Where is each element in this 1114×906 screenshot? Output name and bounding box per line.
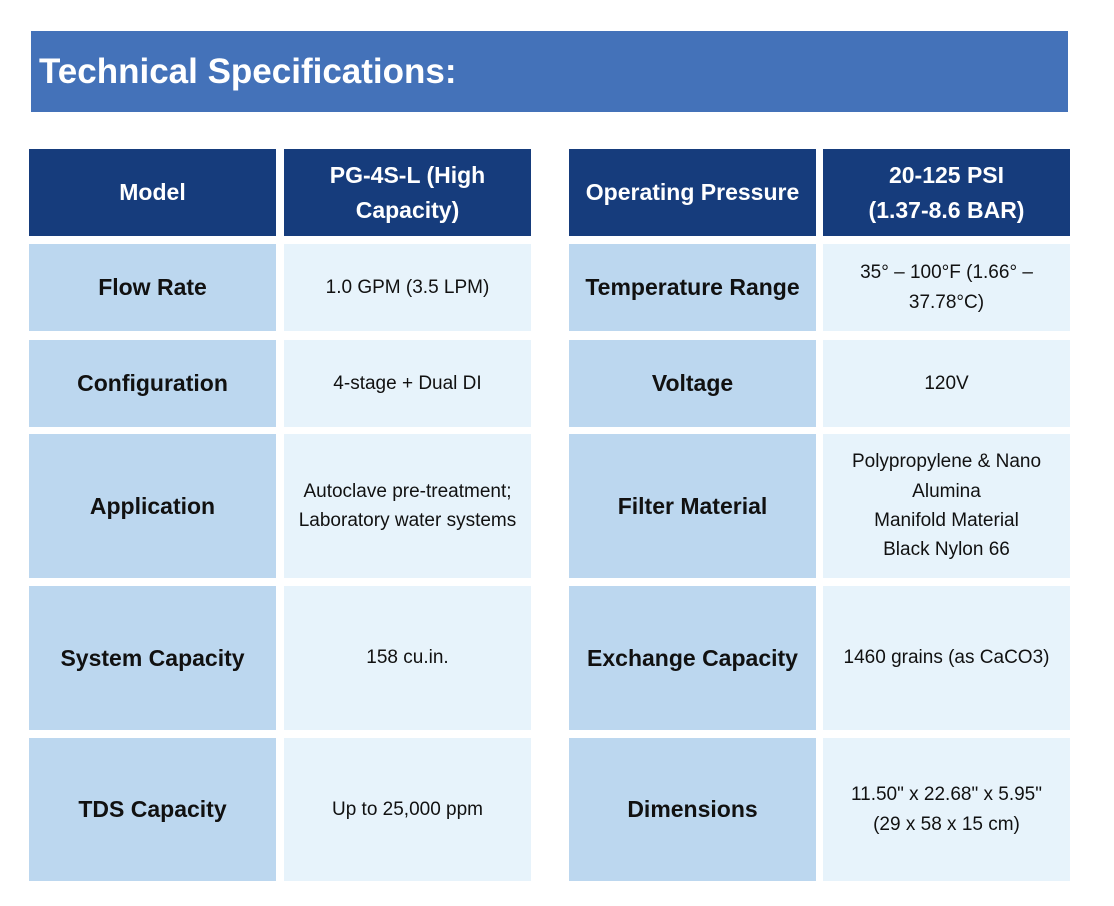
label-cell: Application (29, 434, 276, 578)
header-cell: Operating Pressure (569, 149, 816, 236)
value-cell: Autoclave pre-treatment; Laboratory wate… (284, 434, 531, 578)
cell-text: Black Nylon 66 (883, 539, 1010, 561)
label-cell: System Capacity (29, 586, 276, 730)
label-cell: Voltage (569, 340, 816, 427)
cell-text: 120V (924, 372, 969, 394)
value-cell: 4-stage + Dual DI (284, 340, 531, 427)
value-cell: 11.50" x 22.68" x 5.95" (29 x 58 x 15 cm) (823, 738, 1070, 881)
cell-text: Dimensions (627, 796, 758, 822)
cell-text: TDS Capacity (78, 796, 227, 822)
cell-text: (1.37-8.6 BAR) (868, 196, 1025, 223)
cell-text: 11.50" x 22.68" x 5.95" (850, 784, 1042, 806)
cell-text: System Capacity (60, 644, 245, 671)
cell-text: 158 cu.in. (366, 647, 449, 669)
cell-text: Flow Rate (98, 274, 207, 300)
label-cell: Flow Rate (29, 244, 276, 331)
cell-text: Up to 25,000 ppm (331, 798, 484, 820)
cell-text: Application (89, 492, 216, 519)
cell-text: Operating Pressure (585, 179, 800, 206)
cell-text: Configuration (77, 370, 228, 396)
cell-text: Temperature Range (585, 274, 800, 300)
cell-text: Manifold Material (874, 510, 1019, 531)
value-cell: Up to 25,000 ppm (284, 738, 531, 881)
cell-text: (29 x 58 x 15 cm) (873, 813, 1020, 835)
header-cell: PG-4S-L (High Capacity) (284, 149, 531, 236)
label-cell: TDS Capacity (29, 738, 276, 881)
cell-text: Filter Material (617, 492, 768, 519)
cell-text: Polypropylene & Nano Alumina (851, 451, 1042, 502)
header-cell: 20-125 PSI (1.37-8.6 BAR) (823, 149, 1070, 236)
label-cell: Filter Material (569, 434, 816, 578)
label-cell: Temperature Range (569, 244, 816, 331)
cell-text: Model (119, 179, 186, 206)
cell-text: 1.0 GPM (3.5 LPM) (325, 276, 490, 298)
cell-text: 4-stage + Dual DI (333, 372, 482, 394)
value-cell: 1.0 GPM (3.5 LPM) (284, 244, 531, 331)
label-cell: Configuration (29, 340, 276, 427)
cell-text: Autoclave pre-treatment; Laboratory wate… (298, 480, 517, 531)
label-cell: Dimensions (569, 738, 816, 881)
value-cell: 1460 grains (as CaCO3) (823, 586, 1070, 730)
cell-text: Exchange Capacity (587, 644, 798, 671)
value-cell: 120V (823, 340, 1070, 427)
value-cell: 35° – 100°F (1.66° – 37.78°C) (823, 244, 1070, 331)
cell-text: PG-4S-L (High Capacity) (329, 162, 486, 223)
label-cell: Exchange Capacity (569, 586, 816, 730)
cell-text: Voltage (651, 370, 734, 396)
cell-text: 35° – 100°F (1.66° – 37.78°C) (860, 262, 1033, 313)
value-cell: Polypropylene & Nano Alumina Manifold Mat… (823, 434, 1070, 578)
cell-text: 1460 grains (as CaCO3) (843, 647, 1050, 669)
page-title: Technical Specifications: (31, 31, 1068, 112)
header-cell: Model (29, 149, 276, 236)
cell-text: 20-125 PSI (888, 162, 1005, 188)
value-cell: 158 cu.in. (284, 586, 531, 730)
